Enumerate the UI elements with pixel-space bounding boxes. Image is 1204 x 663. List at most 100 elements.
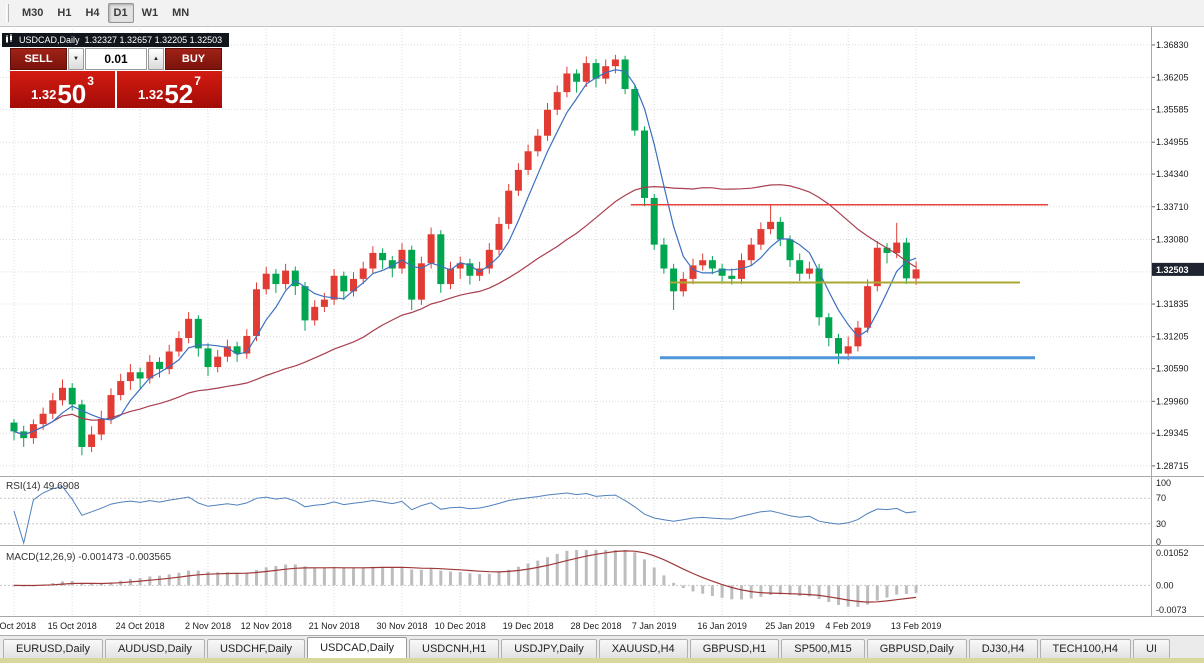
volume-decrease-button[interactable]: ▼	[68, 48, 84, 70]
candle-bear	[408, 249, 416, 300]
candle-bear	[379, 252, 387, 261]
candle-bull	[330, 275, 338, 300]
macd-hist-bar	[613, 550, 617, 586]
buy-price-pip: 7	[194, 74, 201, 88]
volume-increase-button[interactable]: ▲	[148, 48, 164, 70]
macd-hist-bar	[322, 567, 326, 586]
price-axis-label: 1.30590	[1156, 364, 1189, 374]
macd-hist-bar	[904, 585, 908, 594]
candle-bear	[883, 247, 891, 253]
chart-tab-usdjpy-daily[interactable]: USDJPY,Daily	[501, 639, 597, 658]
candle-bull	[534, 135, 542, 152]
chart-tab-usdcnh-h1[interactable]: USDCNH,H1	[409, 639, 500, 658]
candle-bear	[340, 275, 348, 292]
candle-bull	[88, 434, 96, 447]
macd-hist-bar	[740, 585, 743, 600]
chart-tab-usdchf-daily[interactable]: USDCHF,Daily	[206, 639, 306, 658]
chart-tab-xauusd-h4[interactable]: XAUUSD,H4	[598, 639, 688, 658]
macd-hist-bar	[352, 567, 355, 586]
macd-hist-bar	[187, 570, 191, 586]
timeframe-button-h4[interactable]: H4	[85, 7, 100, 19]
candle-bull	[107, 395, 115, 419]
chart-tab-audusd-daily[interactable]: AUDUSD,Daily	[104, 639, 205, 658]
macd-hist-bar	[817, 585, 821, 599]
macd-hist-bar	[856, 585, 860, 607]
macd-hist-bar	[584, 550, 588, 586]
chart-tab-ui[interactable]: UI	[1132, 639, 1170, 658]
candle-bear	[641, 130, 648, 198]
buy-price-display[interactable]: 1.32 52 7	[117, 71, 222, 108]
candle-bull	[505, 190, 513, 224]
chart-tab-sp500-m15[interactable]: SP500,M15	[781, 639, 865, 658]
price-axis-label: 1.28715	[1156, 461, 1189, 471]
macd-hist-bar	[225, 572, 229, 586]
timeframe-button-mn[interactable]: MN	[172, 7, 190, 19]
candle-bull	[514, 169, 522, 191]
timeframe-button-m30[interactable]: M30	[22, 7, 44, 19]
ma-fast-line	[13, 69, 917, 436]
timeframe-button-h1[interactable]: H1	[57, 7, 72, 19]
macd-hist-bar	[255, 569, 258, 586]
candle-bull	[553, 92, 561, 110]
macd-hist-bar	[381, 566, 385, 586]
macd-hist-bar	[371, 566, 375, 586]
macd-hist-bar	[99, 583, 103, 586]
date-axis-label: 28 Dec 2018	[570, 621, 621, 631]
chart-tab-gbpusd-h1[interactable]: GBPUSD,H1	[689, 639, 780, 658]
chart-region[interactable]: 5 Oct 2018 15 Oct 2018 24 Oct 2018 2 Nov 20…	[0, 27, 1204, 635]
timeframe-button-w1[interactable]: W1	[141, 7, 159, 19]
macd-hist-bar	[419, 569, 423, 586]
macd-hist-bar	[885, 585, 889, 598]
sell-button[interactable]: SELL	[10, 48, 67, 70]
candle-bull	[844, 346, 852, 354]
buy-button[interactable]: BUY	[165, 48, 222, 70]
candle-bull	[253, 289, 260, 336]
candle-bear	[194, 318, 202, 349]
candle-bear	[68, 387, 76, 405]
sell-price-big: 50	[57, 79, 87, 109]
macd-hist-bar	[109, 582, 113, 586]
macd-hist-bar	[148, 576, 152, 586]
candle-bull	[767, 221, 775, 230]
macd-hist-bar	[177, 572, 181, 586]
macd-hist-bar	[807, 585, 811, 597]
candle-bear	[631, 89, 639, 131]
candle-bull	[582, 63, 590, 82]
date-axis-label: 15 Oct 2018	[48, 621, 97, 631]
macd-hist-bar	[837, 585, 840, 605]
price-axis-label: 1.33080	[1156, 234, 1189, 244]
candle-bear	[825, 317, 833, 339]
chart-tab-eurusd-daily[interactable]: EURUSD,Daily	[3, 639, 103, 658]
volume-input[interactable]: 0.01	[85, 48, 147, 70]
chart-tab-gbpusd-daily[interactable]: GBPUSD,Daily	[866, 639, 967, 658]
price-axis-label: 1.35585	[1156, 105, 1189, 115]
candle-bear	[573, 73, 581, 82]
candle-bull	[611, 59, 619, 67]
candle-bull	[738, 260, 745, 279]
candle-bull	[59, 387, 66, 401]
candle-bull	[456, 263, 464, 269]
date-axis-label: 4 Feb 2019	[825, 621, 871, 631]
rsi-label: RSI(14) 49.6908	[6, 481, 80, 492]
timeframe-button-d1[interactable]: D1	[107, 3, 134, 23]
macd-hist-bar	[672, 582, 676, 586]
chart-tab-usdcad-daily[interactable]: USDCAD,Daily	[307, 637, 408, 658]
macd-label: MACD(12,26,9) -0.001473 -0.003565	[6, 552, 172, 563]
chart-canvas[interactable]: 5 Oct 2018 15 Oct 2018 24 Oct 2018 2 Nov 20…	[0, 27, 1204, 635]
candle-bear	[466, 263, 474, 276]
sell-price-pip: 3	[87, 74, 94, 88]
date-axis-label: 19 Dec 2018	[503, 621, 554, 631]
macd-hist-bar	[158, 575, 161, 586]
macd-hist-bar	[633, 552, 637, 586]
sell-price-display[interactable]: 1.32 50 3	[10, 71, 115, 108]
macd-hist-bar	[526, 563, 530, 586]
date-axis-label: 2 Nov 2018	[185, 621, 231, 631]
candle-bear	[650, 197, 658, 245]
macd-hist-bar	[196, 570, 200, 586]
macd-hist-bar	[895, 585, 899, 595]
chart-tab-dj30-h4[interactable]: DJ30,H4	[968, 639, 1038, 658]
macd-hist-bar	[400, 566, 404, 586]
chart-tab-tech100-h4[interactable]: TECH100,H4	[1039, 639, 1131, 658]
candle-bear	[670, 268, 678, 292]
price-axis-label: 1.29345	[1156, 428, 1189, 438]
